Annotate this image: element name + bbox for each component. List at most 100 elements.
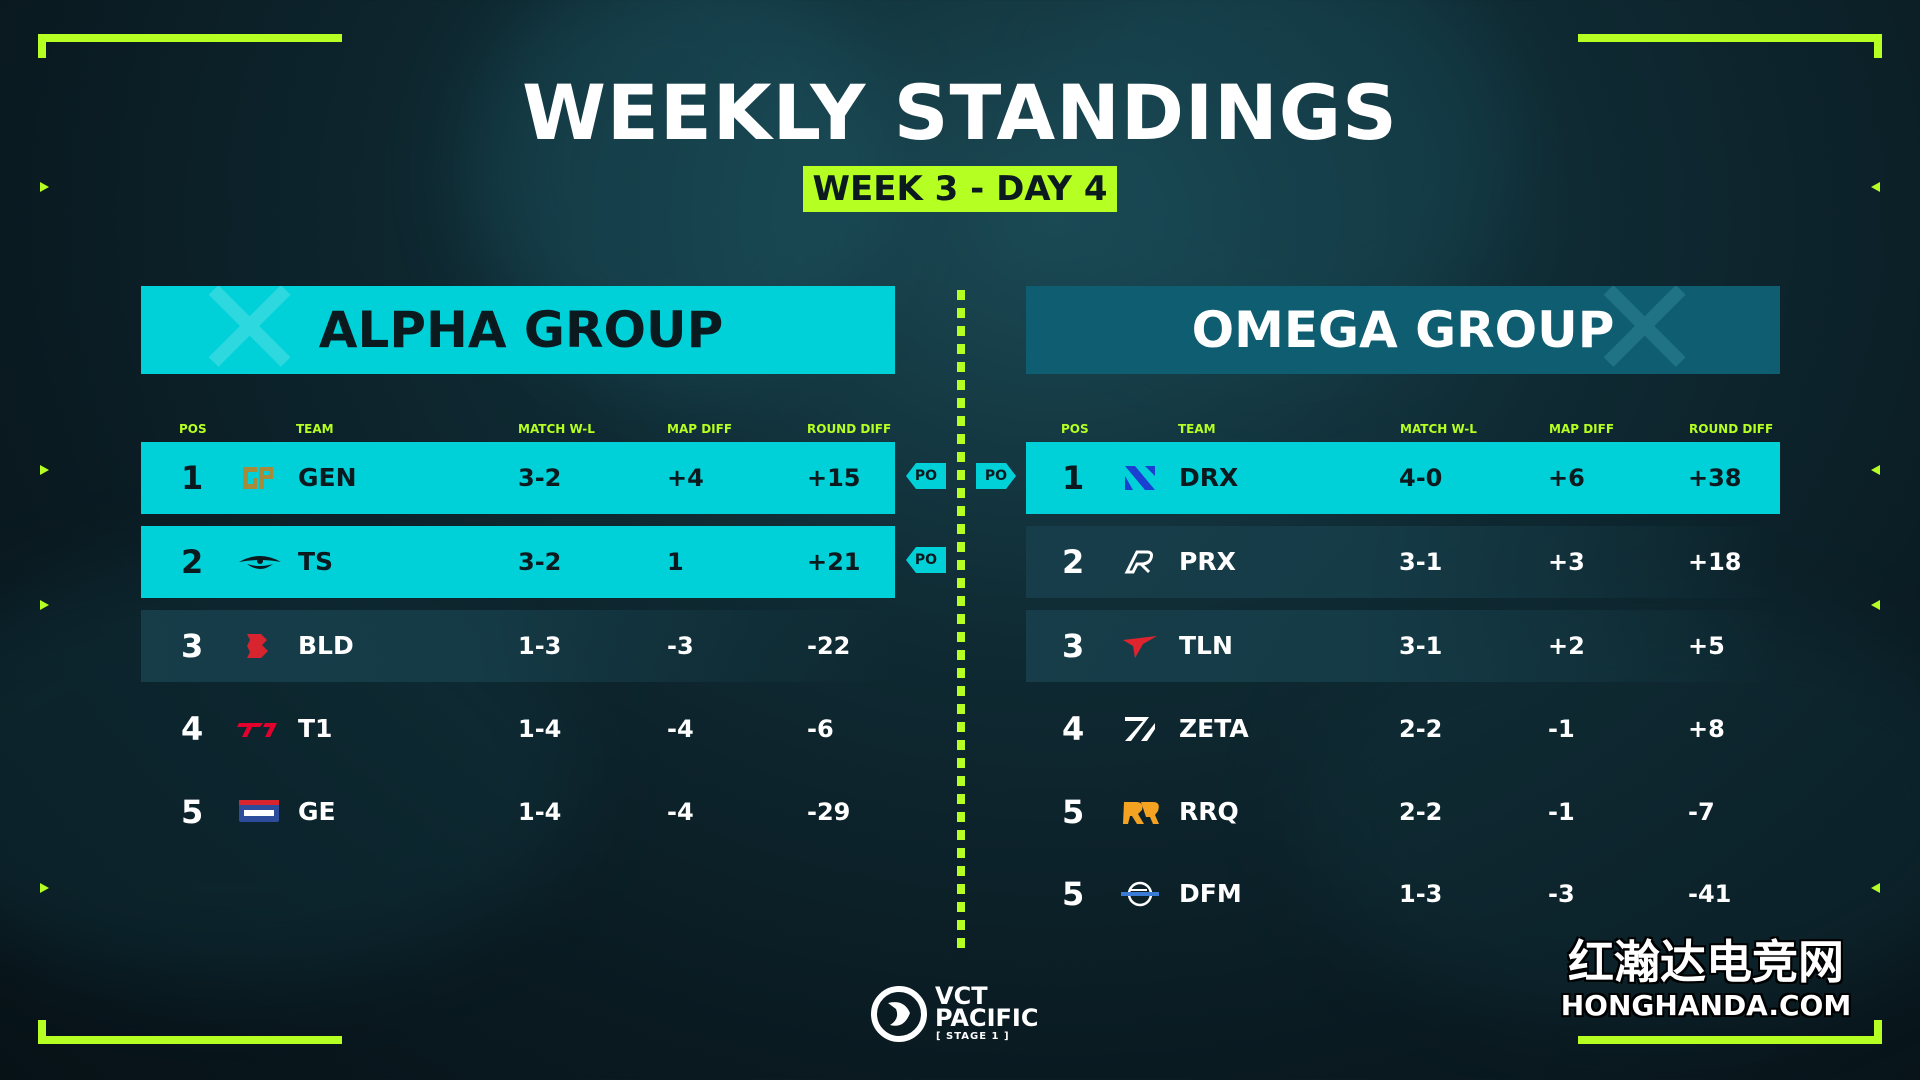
position-number: 3 <box>181 627 204 665</box>
column-header-team: TEAM <box>1178 422 1216 436</box>
column-header-round: ROUND DIFF <box>807 422 892 436</box>
team-name: GE <box>298 797 336 826</box>
position-number: 4 <box>1062 710 1085 748</box>
playoff-tag: PO <box>976 463 1016 489</box>
corner-bracket-bottom-right <box>1874 1020 1882 1044</box>
playoff-tag: PO <box>906 463 946 489</box>
map-diff: +2 <box>1548 632 1585 660</box>
team-name: GEN <box>298 463 357 492</box>
match-wl: 1-4 <box>518 715 562 743</box>
watermark-chinese: 红瀚达电竞网 <box>1568 935 1844 989</box>
corner-bracket-top-left <box>38 34 46 58</box>
corner-bracket-bottom-right <box>1578 1036 1882 1044</box>
table-row: 4 T1 1-4 -4 -6 <box>141 693 895 765</box>
map-diff: +4 <box>667 464 704 492</box>
round-diff: +18 <box>1688 548 1742 576</box>
match-wl: 3-2 <box>518 464 562 492</box>
arrow-right-icon <box>40 182 49 192</box>
ts-logo-icon <box>239 556 281 569</box>
watermark-url: HONGHANDA.COM <box>1560 989 1852 1022</box>
match-wl: 3-1 <box>1399 632 1443 660</box>
round-diff: +21 <box>807 548 861 576</box>
team-name: DFM <box>1179 879 1242 908</box>
omega-group-title: OMEGA GROUP <box>1191 301 1615 359</box>
corner-bracket-top-left <box>38 34 342 42</box>
position-number: 2 <box>1062 543 1085 581</box>
match-wl: 2-2 <box>1399 715 1443 743</box>
position-number: 5 <box>1062 875 1085 913</box>
bld-logo-icon <box>247 634 268 658</box>
round-diff: +8 <box>1688 715 1725 743</box>
team-name: TLN <box>1179 631 1233 660</box>
zeta-logo-icon <box>1125 717 1155 741</box>
map-diff: -1 <box>1548 715 1575 743</box>
arrow-left-icon <box>1871 883 1880 893</box>
team-name: T1 <box>298 714 333 743</box>
round-diff: +15 <box>807 464 861 492</box>
column-header-pos: POS <box>179 422 207 436</box>
round-diff: +5 <box>1688 632 1725 660</box>
arrow-left-icon <box>1871 465 1880 475</box>
tln-logo-icon <box>1123 636 1157 658</box>
position-number: 2 <box>181 543 204 581</box>
drx-logo-icon <box>1125 466 1155 490</box>
team-name: PRX <box>1179 547 1236 576</box>
map-diff: +6 <box>1548 464 1585 492</box>
match-wl: 1-4 <box>518 798 562 826</box>
arrow-right-icon <box>40 883 49 893</box>
gen-logo-icon <box>243 467 273 489</box>
week-day-badge: WEEK 3 - DAY 4 <box>803 166 1117 212</box>
corner-bracket-bottom-left <box>38 1036 342 1044</box>
table-row: 3 TLN 3-1 +2 +5 <box>1026 610 1780 682</box>
rrq-logo-icon <box>1123 802 1159 824</box>
alpha-group-header: ✕ ALPHA GROUP <box>141 286 895 374</box>
t1-logo-icon <box>237 723 277 737</box>
vct-brand-line1: VCT <box>935 982 988 1010</box>
map-diff: -4 <box>667 798 694 826</box>
team-name: RRQ <box>1179 797 1239 826</box>
table-row: 1 DRX 4-0 +6 +38 <box>1026 442 1780 514</box>
table-row: 1 GEN 3-2 +4 +15 <box>141 442 895 514</box>
column-header-pos: POS <box>1061 422 1089 436</box>
arrow-right-icon <box>40 600 49 610</box>
site-watermark: 红瀚达电竞网 HONGHANDA.COM <box>1556 935 1856 1023</box>
round-diff: +38 <box>1688 464 1742 492</box>
round-diff: -7 <box>1688 798 1715 826</box>
table-row: 4 ZETA 2-2 -1 +8 <box>1026 693 1780 765</box>
team-name: ZETA <box>1179 714 1249 743</box>
x-watermark-icon: ✕ <box>191 286 309 374</box>
column-header-match: MATCH W-L <box>518 422 595 436</box>
corner-bracket-top-right <box>1578 34 1882 42</box>
position-number: 1 <box>1062 459 1085 497</box>
match-wl: 2-2 <box>1399 798 1443 826</box>
corner-bracket-bottom-left <box>38 1020 46 1044</box>
column-header-team: TEAM <box>296 422 334 436</box>
map-diff: -4 <box>667 715 694 743</box>
map-diff: -3 <box>667 632 694 660</box>
round-diff: -22 <box>807 632 851 660</box>
team-name: DRX <box>1179 463 1239 492</box>
dfm-logo-icon <box>1121 881 1159 907</box>
global-esports-logo-icon <box>239 800 279 822</box>
omega-group-header: ✕ OMEGA GROUP <box>1026 286 1780 374</box>
vct-pacific-logo-icon <box>871 986 927 1042</box>
map-diff: 1 <box>667 548 684 576</box>
corner-bracket-top-right <box>1874 34 1882 58</box>
map-diff: -1 <box>1548 798 1575 826</box>
position-number: 1 <box>181 459 204 497</box>
table-row: 2 TS 3-2 1 +21 <box>141 526 895 598</box>
position-number: 3 <box>1062 627 1085 665</box>
position-number: 5 <box>1062 793 1085 831</box>
match-wl: 3-1 <box>1399 548 1443 576</box>
arrow-left-icon <box>1871 600 1880 610</box>
center-divider <box>957 290 965 955</box>
team-name: BLD <box>298 631 354 660</box>
round-diff: -6 <box>807 715 834 743</box>
page-title: WEEKLY STANDINGS <box>522 68 1398 157</box>
team-name: TS <box>298 547 334 576</box>
round-diff: -41 <box>1688 880 1732 908</box>
column-header-map: MAP DIFF <box>667 422 733 436</box>
map-diff: +3 <box>1548 548 1585 576</box>
table-row: 5 GE 1-4 -4 -29 <box>141 776 895 848</box>
x-watermark-icon: ✕ <box>1586 286 1704 374</box>
